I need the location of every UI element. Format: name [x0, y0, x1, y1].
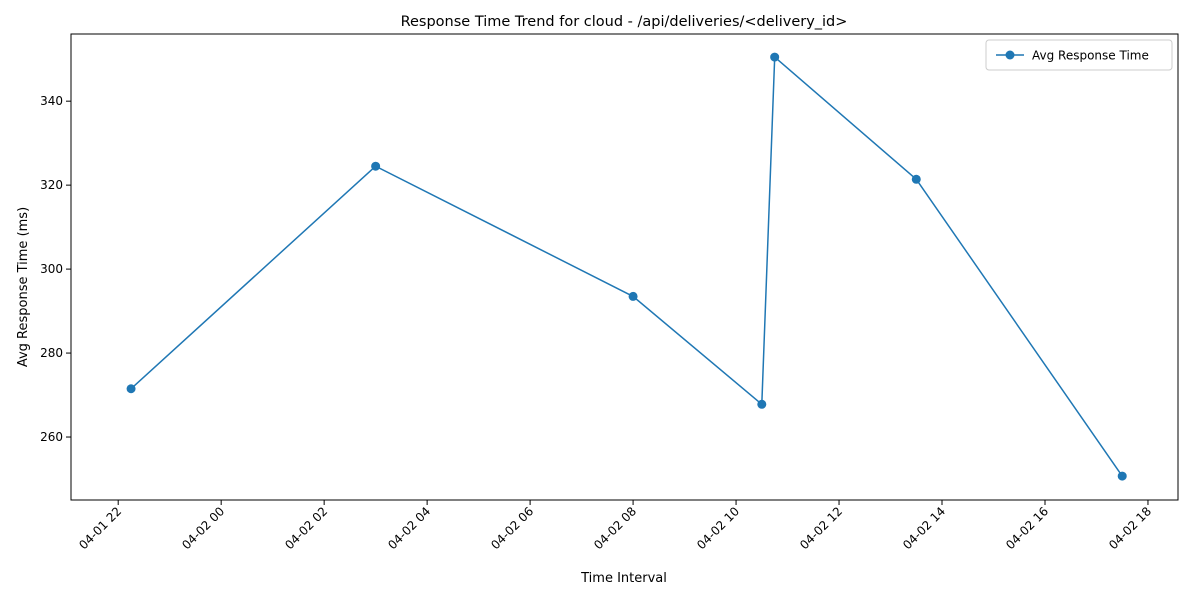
series-line-0 [130, 56, 1123, 477]
x-tick-label: 04-02 06 [488, 504, 536, 552]
x-tick-label: 04-02 18 [1106, 504, 1154, 552]
x-tick-label: 04-02 12 [797, 504, 845, 552]
axis-ticks: 260 280 300 320 340 04-01 22 04-02 00 04-02 02 0… [40, 94, 1154, 552]
x-tick-label: 04-01 22 [76, 504, 124, 552]
plot-area [70, 33, 1179, 501]
data-point [628, 291, 638, 301]
x-tick-label: 04-02 16 [1003, 504, 1051, 552]
y-tick-label: 280 [40, 346, 63, 360]
data-point [371, 161, 381, 171]
data-point [911, 174, 921, 184]
x-tick-label: 04-02 02 [282, 504, 330, 552]
data-point [126, 384, 136, 394]
legend: Avg Response Time [985, 39, 1173, 71]
plot-frame [70, 33, 1179, 501]
y-tick-label: 300 [40, 262, 63, 276]
data-point [757, 399, 767, 409]
y-tick-label: 320 [40, 178, 63, 192]
legend-marker-swatch [1005, 50, 1015, 60]
x-tick-label: 04-02 14 [900, 504, 948, 552]
y-tick-label: 260 [40, 430, 63, 444]
legend-box [985, 39, 1173, 71]
data-point [1117, 471, 1127, 481]
x-tick-label: 04-02 04 [385, 504, 433, 552]
y-axis-title: Avg Response Time (ms) [16, 207, 31, 367]
legend-label: Avg Response Time [1032, 49, 1149, 63]
x-tick-label: 04-02 00 [179, 504, 227, 552]
x-axis-title: Time Interval [580, 571, 667, 586]
x-tick-label: 04-02 08 [591, 504, 639, 552]
y-tick-label: 340 [40, 94, 63, 108]
data-point [770, 52, 780, 62]
chart-title: Response Time Trend for cloud - /api/del… [401, 14, 848, 30]
x-tick-label: 04-02 10 [694, 504, 742, 552]
